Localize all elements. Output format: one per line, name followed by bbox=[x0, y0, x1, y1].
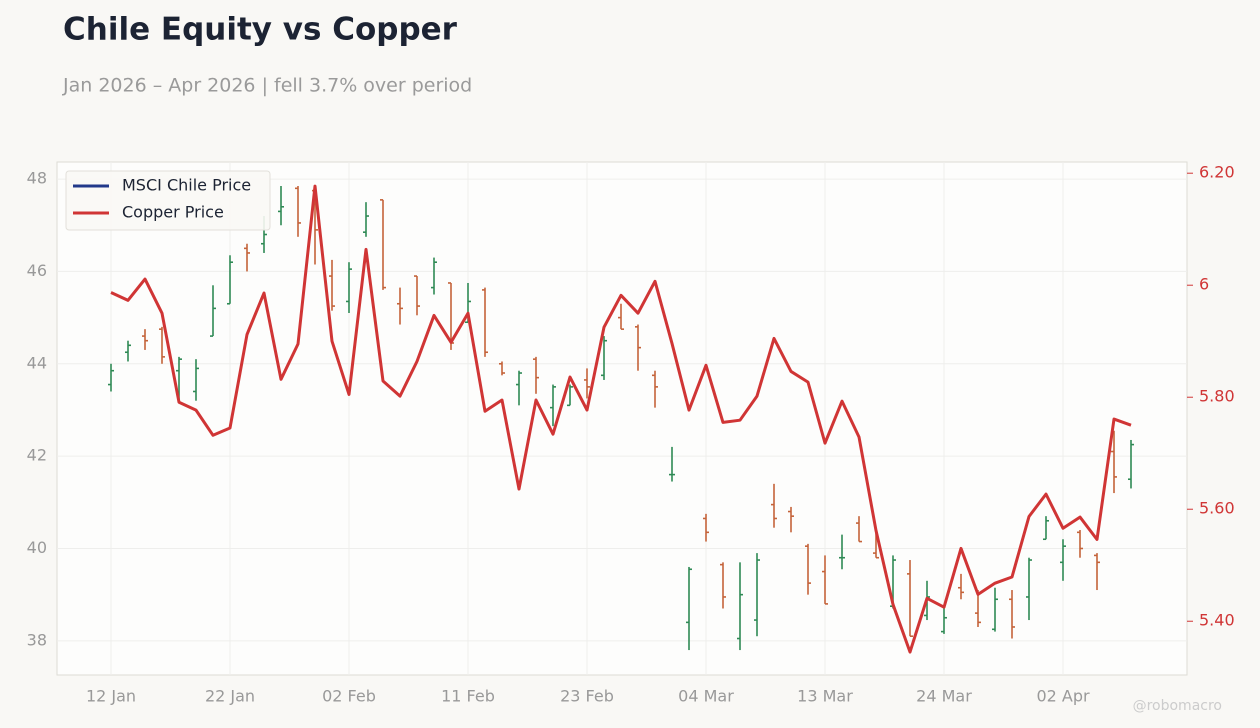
x-tick-label: 24 Mar bbox=[916, 687, 972, 706]
ohlc-bar bbox=[737, 562, 743, 651]
ohlc-bar bbox=[380, 199, 386, 290]
ohlc-bar bbox=[533, 356, 539, 394]
x-tick-label: 02 Apr bbox=[1036, 687, 1090, 706]
x-tick-label: 12 Jan bbox=[86, 687, 136, 706]
ohlc-bar bbox=[278, 186, 284, 226]
ohlc-bar bbox=[805, 543, 811, 595]
y-tick-label: 42 bbox=[27, 446, 47, 465]
plot-area bbox=[56, 161, 1188, 676]
ohlc-bar bbox=[567, 384, 573, 407]
ohlc-bar bbox=[176, 356, 182, 401]
x-tick-label: 02 Feb bbox=[322, 687, 376, 706]
ohlc-bar bbox=[1128, 439, 1134, 489]
x-tick-label: 23 Feb bbox=[560, 687, 614, 706]
y-tick-label: 46 bbox=[27, 261, 47, 280]
ohlc-bar bbox=[1111, 430, 1117, 494]
ohlc-bar bbox=[414, 275, 420, 316]
ohlc-bar bbox=[244, 243, 250, 272]
ohlc-bar bbox=[601, 336, 607, 380]
ohlc-bar bbox=[618, 303, 624, 330]
ohlc-bar bbox=[584, 368, 590, 399]
ohlc-bar bbox=[142, 329, 148, 350]
ohlc-bar bbox=[125, 340, 131, 362]
ohlc-bar bbox=[992, 587, 998, 632]
ohlc-bar bbox=[397, 287, 403, 325]
x-tick-label: 04 Mar bbox=[678, 687, 734, 706]
y-tick-label: 48 bbox=[27, 169, 47, 188]
chart-subtitle: Jan 2026 – Apr 2026 | fell 3.7% over per… bbox=[62, 75, 472, 97]
ohlc-bar bbox=[839, 534, 845, 570]
ohlc-bar bbox=[788, 506, 794, 533]
y2-tick-label: 5.40 bbox=[1199, 611, 1235, 630]
ohlc-bar bbox=[669, 446, 675, 482]
legend: MSCI Chile Price Copper Price bbox=[65, 170, 271, 231]
ohlc-bar bbox=[975, 590, 981, 627]
ohlc-bar bbox=[958, 573, 964, 600]
ohlc-bar bbox=[550, 384, 556, 427]
ohlc-bar bbox=[210, 285, 216, 337]
y2-tick-label: 5.80 bbox=[1199, 387, 1235, 406]
watermark: @robomacro bbox=[1133, 698, 1222, 714]
ohlc-bar bbox=[771, 483, 777, 528]
ohlc-bar bbox=[686, 566, 692, 651]
chart-title: Chile Equity vs Copper bbox=[63, 12, 458, 48]
ohlc-bar bbox=[346, 262, 352, 313]
ohlc-bar bbox=[499, 361, 505, 376]
y-tick-label: 40 bbox=[27, 538, 47, 557]
ohlc-bar bbox=[822, 555, 828, 605]
ohlc-bar bbox=[1077, 530, 1083, 558]
ohlc-bar bbox=[193, 359, 199, 401]
ohlc-bar bbox=[363, 202, 369, 237]
y2-tick-label: 6 bbox=[1199, 275, 1209, 294]
ohlc-bar bbox=[703, 513, 709, 542]
x-tick-label: 11 Feb bbox=[441, 687, 495, 706]
legend-label: Copper Price bbox=[122, 203, 224, 222]
ohlc-bar bbox=[1094, 553, 1100, 591]
ohlc-bar bbox=[516, 370, 522, 406]
legend-label: MSCI Chile Price bbox=[122, 176, 251, 195]
ohlc-bar bbox=[482, 287, 488, 357]
ohlc-bar bbox=[108, 363, 114, 392]
line-series bbox=[110, 184, 1132, 654]
ohlc-bar bbox=[227, 255, 233, 305]
ohlc-bar bbox=[1060, 539, 1066, 581]
ohlc-bar bbox=[159, 326, 165, 364]
ohlc-bar bbox=[635, 324, 641, 371]
ohlc-bar bbox=[295, 186, 301, 237]
ohlc-bar bbox=[907, 560, 913, 638]
ohlc-bar bbox=[1009, 590, 1015, 639]
ohlc-bar bbox=[856, 516, 862, 543]
y-tick-label: 38 bbox=[27, 630, 47, 649]
ohlc-bar bbox=[329, 259, 335, 311]
ohlc-bar bbox=[720, 562, 726, 609]
ohlc-bar bbox=[431, 257, 437, 295]
ohlc-bar bbox=[941, 606, 947, 634]
x-tick-label: 22 Jan bbox=[205, 687, 255, 706]
y2-tick-label: 6.20 bbox=[1199, 163, 1235, 182]
y-tick-label: 44 bbox=[27, 353, 47, 372]
legend-box bbox=[65, 170, 271, 231]
ohlc-bar bbox=[652, 370, 658, 408]
x-tick-label: 13 Mar bbox=[797, 687, 853, 706]
ohlc-bar bbox=[1043, 516, 1049, 541]
ohlc-bar bbox=[754, 553, 760, 637]
y2-tick-label: 5.60 bbox=[1199, 499, 1235, 518]
ohlc-bar bbox=[1026, 557, 1032, 621]
